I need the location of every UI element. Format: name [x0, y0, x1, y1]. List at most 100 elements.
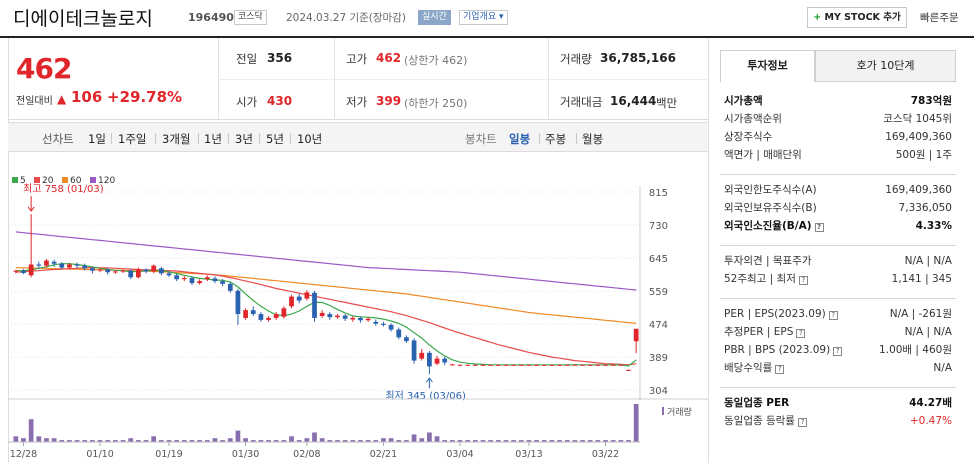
invest-info-value: 169,409,360 [885, 184, 952, 196]
volume-bar [266, 440, 271, 442]
period-tab-1y[interactable]: 1년 [204, 132, 222, 146]
current-price: 462 [16, 52, 72, 85]
volume-bar [626, 440, 631, 442]
volume-bar [472, 440, 478, 442]
volume-bar [442, 440, 448, 442]
help-icon[interactable]: ? [798, 276, 808, 285]
legend-label: 20 [42, 176, 54, 186]
candle-body [74, 264, 80, 266]
company-overview-dropdown[interactable]: 기업개요 ▾ [459, 10, 508, 25]
upper-limit-note: (상한가 462) [404, 54, 468, 67]
volume-bar [427, 432, 432, 442]
help-icon[interactable]: ? [828, 311, 838, 320]
volume-legend-swatch [662, 407, 664, 415]
invest-info-label: 외국인보유주식수(B) [724, 202, 817, 214]
candle-tab-monthly[interactable]: 월봉 [582, 132, 604, 146]
candle-body [342, 315, 348, 319]
candle-body [227, 283, 233, 291]
candle-body [603, 364, 608, 366]
invest-info-row: PER | EPS(2023.09)? N/A | -261원 [724, 305, 952, 323]
volume-bar [411, 434, 417, 442]
period-tab-1d[interactable]: 1일 [88, 132, 106, 146]
x-tick-label: 03/13 [515, 449, 542, 460]
candle-body [350, 317, 356, 320]
high-arrow-head [27, 206, 35, 212]
volume-bar [120, 440, 126, 442]
invest-info-label: 동일업종 등락률? [724, 412, 807, 430]
company-overview-label: 기업개요 [463, 12, 497, 22]
invest-info-row: 시가총액 783억원 [724, 92, 952, 110]
candle-body [457, 364, 463, 366]
volume-bar [434, 436, 440, 442]
period-tab-5y[interactable]: 5년 [266, 132, 284, 146]
low-value: 399 [376, 94, 402, 108]
help-icon[interactable]: ? [797, 418, 807, 427]
period-tab-3y[interactable]: 3년 [235, 132, 253, 146]
period-tab-3m[interactable]: 3개월 [162, 132, 191, 146]
realtime-button[interactable]: 실시간 [418, 10, 451, 25]
invest-info-value: 4.33% [915, 220, 952, 232]
volume-bar [587, 440, 593, 442]
volume-bar [319, 438, 325, 442]
y-tick-label: 474 [649, 320, 668, 331]
volume-bar [143, 440, 149, 442]
candle-body [564, 364, 570, 366]
invest-info-row: PBR | BPS (2023.09)? 1.00배 | 460원 [724, 341, 952, 359]
volume-bar [235, 430, 241, 442]
invest-info-row: 투자의견 | 목표주가 N/A | N/A [724, 252, 952, 270]
volume-bar [289, 436, 294, 442]
tab-invest-info[interactable]: 투자정보 [720, 50, 815, 82]
help-icon[interactable]: ? [814, 223, 824, 232]
x-axis: 12/28 01/10 01/19 01/30 02/08 02/21 03/04 03/13… [10, 442, 619, 460]
invest-info-label: PBR | BPS (2023.09)? [724, 341, 843, 359]
legend-swatch [12, 177, 18, 183]
volume-bar [633, 404, 639, 442]
candle-body [541, 364, 547, 366]
quick-order-link[interactable]: 빠른주문 [920, 12, 959, 24]
low-arrow-head [425, 377, 433, 383]
invest-info-row: 외국인보유주식수(B) 7,336,050 [724, 199, 952, 217]
market-badge: 코스닥 [234, 10, 267, 25]
price-summary [8, 38, 708, 120]
candle-body [51, 261, 57, 264]
ma20-line [15, 266, 637, 366]
volume-bar [457, 440, 463, 442]
add-mystock-button[interactable]: + MY STOCK 추가 [807, 7, 907, 28]
candle-body [21, 270, 26, 273]
high-annotation: 최고 758 (01/03) [23, 183, 104, 195]
x-tick-label: 12/28 [10, 449, 37, 460]
divider [228, 133, 229, 144]
candle-tab-weekly[interactable]: 주봉 [545, 132, 567, 146]
price-chart[interactable]: 5 20 60 120 815 730 645 559 474 389 304 최고 758 (0… [8, 152, 708, 467]
volume-bar [595, 440, 601, 442]
open-value: 430 [267, 94, 293, 108]
volume-value: 36,785,166 [600, 51, 676, 65]
candle-body [396, 329, 402, 338]
candle-body [204, 277, 210, 280]
candle-tab-daily[interactable]: 일봉 [509, 132, 531, 146]
candle-body [411, 340, 417, 361]
volume-bar [350, 440, 356, 442]
tab-hoga-10[interactable]: 호가 10단계 [815, 50, 956, 82]
candle-body [358, 317, 363, 321]
candle-body [273, 314, 279, 318]
period-tab-1w[interactable]: 1주일 [118, 132, 147, 146]
candle-body [373, 321, 379, 324]
help-icon[interactable]: ? [833, 347, 843, 356]
volume-bar [97, 440, 103, 442]
candle-body [572, 364, 578, 366]
help-icon[interactable]: ? [796, 329, 806, 338]
candle-body [419, 352, 425, 359]
volume-bar [105, 440, 111, 442]
volume-bar [526, 440, 532, 442]
tab-underline [815, 81, 956, 82]
volume-bar [419, 438, 425, 442]
help-icon[interactable]: ? [775, 365, 785, 374]
period-tab-10y[interactable]: 10년 [297, 132, 323, 146]
divider [290, 133, 291, 144]
candle-body [381, 323, 386, 325]
volume-bar [312, 432, 317, 442]
candle-body [472, 364, 478, 366]
y-tick-label: 730 [649, 221, 668, 232]
candle-body [442, 358, 448, 363]
